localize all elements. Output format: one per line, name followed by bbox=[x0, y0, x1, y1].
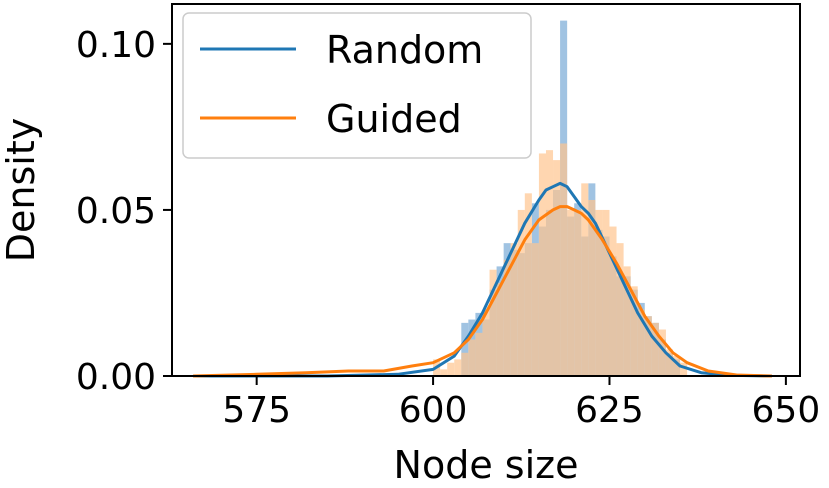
hist-bar-guided bbox=[680, 362, 688, 376]
hist-bar-guided bbox=[531, 243, 539, 376]
hist-bar-guided bbox=[637, 309, 645, 376]
hist-bar-guided bbox=[454, 359, 462, 376]
hist-bar-guided bbox=[567, 209, 575, 376]
hist-bar-guided bbox=[489, 269, 497, 376]
hist-bar-guided bbox=[609, 226, 617, 376]
x-tick-label: 650 bbox=[752, 390, 821, 431]
hist-bar-guided bbox=[482, 309, 490, 376]
y-axis-ticks: 0.00 0.05 0.10 bbox=[76, 25, 172, 398]
y-axis-label: Density bbox=[0, 118, 43, 262]
hist-bar-guided bbox=[503, 259, 511, 376]
legend-label-random: Random bbox=[326, 28, 483, 72]
hist-bar-guided bbox=[560, 143, 568, 376]
hist-bar-guided bbox=[538, 153, 546, 376]
hist-bar-guided bbox=[651, 322, 659, 376]
plot-frame bbox=[171, 3, 801, 377]
hist-bar-guided bbox=[524, 193, 532, 376]
hist-bar-guided bbox=[447, 362, 455, 376]
hist-bar-guided bbox=[461, 352, 469, 376]
hist-bar-guided bbox=[665, 349, 673, 376]
kde-lines bbox=[193, 181, 772, 378]
hist-bar-guided bbox=[553, 160, 561, 376]
y-tick-label: 0.00 bbox=[76, 357, 156, 398]
y-tick-label: 0.10 bbox=[76, 25, 156, 66]
hist-bar-guided bbox=[672, 356, 681, 376]
hist-bar-guided bbox=[644, 316, 652, 376]
hist-bar-guided bbox=[595, 209, 603, 376]
x-axis-label: Node size bbox=[394, 443, 579, 487]
hist-bar-guided bbox=[623, 266, 631, 376]
legend: Random Guided bbox=[182, 12, 532, 159]
hist-bar-guided bbox=[574, 209, 582, 376]
legend-label-guided: Guided bbox=[326, 97, 462, 141]
hist-bar-guided bbox=[468, 339, 476, 376]
x-tick-label: 625 bbox=[575, 390, 644, 431]
hist-bar-guided bbox=[440, 369, 448, 376]
hist-bar-guided bbox=[475, 332, 483, 376]
hist-bar-guided bbox=[602, 209, 610, 376]
hist-bar-guided bbox=[630, 286, 638, 376]
hist-bar-guided bbox=[545, 150, 554, 376]
kde-line-guided bbox=[193, 205, 772, 378]
hist-bar-guided bbox=[496, 283, 504, 376]
x-tick-label: 600 bbox=[399, 390, 468, 431]
hist-bar-guided bbox=[588, 199, 596, 376]
x-tick-label: 575 bbox=[222, 390, 291, 431]
hist-bar-guided bbox=[616, 243, 624, 376]
x-axis-ticks: 575 600 625 650 bbox=[222, 376, 820, 431]
hist-bar-guided bbox=[517, 209, 525, 376]
hist-bar-guided bbox=[658, 329, 666, 376]
hist-bar-random bbox=[461, 322, 469, 376]
histogram-guided bbox=[433, 143, 688, 376]
hist-bar-guided bbox=[581, 183, 589, 376]
hist-bar-guided bbox=[510, 243, 518, 376]
y-tick-label: 0.05 bbox=[76, 191, 156, 232]
